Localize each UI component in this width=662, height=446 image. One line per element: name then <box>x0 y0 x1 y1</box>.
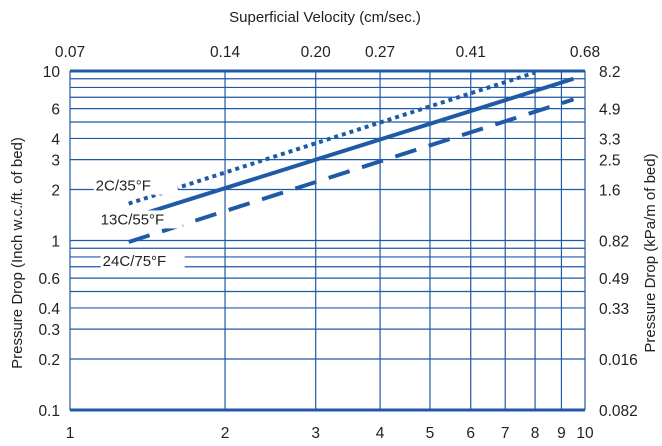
bottom-tick-label: 8 <box>531 425 540 442</box>
top-axis-title: Superficial Velocity (cm/sec.) <box>229 9 421 26</box>
right-tick-label: 0.016 <box>599 352 638 369</box>
series-label-background <box>98 210 183 229</box>
left-tick-label: 0.6 <box>38 271 60 288</box>
top-tick-label: 0.20 <box>301 44 332 61</box>
left-tick-label: 6 <box>51 102 60 119</box>
right-tick-label: 0.33 <box>599 301 629 318</box>
series-label: 2C/35°F <box>96 178 151 195</box>
series-label-background <box>93 176 178 195</box>
top-tick-label: 0.41 <box>456 44 486 61</box>
right-tick-label: 8.2 <box>599 64 621 81</box>
right-tick-label: 0.82 <box>599 234 629 251</box>
top-tick-label: 0.14 <box>210 44 241 61</box>
left-tick-label: 0.2 <box>38 352 60 369</box>
right-tick-label: 0.082 <box>599 403 638 420</box>
top-tick-label: 0.68 <box>570 44 600 61</box>
series-line <box>128 97 575 244</box>
bottom-tick-label: 10 <box>576 425 594 442</box>
left-tick-label: 0.1 <box>38 403 60 420</box>
top-tick-label: 0.07 <box>55 44 85 61</box>
left-tick-label: 10 <box>43 64 61 81</box>
series-line <box>128 76 575 221</box>
right-tick-label: 4.9 <box>599 102 621 119</box>
series-line <box>128 70 536 206</box>
left-tick-label: 1 <box>51 234 60 251</box>
bottom-tick-label: 1 <box>66 425 75 442</box>
top-tick-label: 0.27 <box>365 44 395 61</box>
left-axis-title: Pressure Drop (Inch w.c./ft. of bed) <box>9 137 26 369</box>
tick-labels: 1 2 3 4 5 6 7 8 9 100.07 0.14 0.20 0.27 0.41 0.680.10.… <box>38 44 637 442</box>
right-tick-label: 2.5 <box>599 153 621 170</box>
bottom-tick-label: 2 <box>221 425 230 442</box>
series-label: 13C/55°F <box>101 211 165 228</box>
series-labels: 2C/35°F 13C/55°F 24C/75°F <box>93 176 185 270</box>
bottom-tick-label: 7 <box>501 425 510 442</box>
left-tick-label: 0.4 <box>38 301 60 318</box>
left-tick-label: 4 <box>51 131 60 148</box>
right-tick-label: 3.3 <box>599 131 621 148</box>
bottom-tick-label: 9 <box>557 425 566 442</box>
right-tick-label: 1.6 <box>599 182 621 199</box>
bottom-tick-label: 4 <box>376 425 385 442</box>
series-label: 24C/75°F <box>103 253 167 270</box>
right-tick-label: 0.49 <box>599 271 629 288</box>
left-tick-label: 3 <box>51 153 60 170</box>
left-tick-label: 0.3 <box>38 322 60 339</box>
bottom-tick-label: 5 <box>426 425 435 442</box>
series-label-background <box>100 251 185 270</box>
left-tick-label: 2 <box>51 182 60 199</box>
bottom-tick-label: 3 <box>311 425 320 442</box>
bottom-tick-label: 6 <box>466 425 475 442</box>
series-group <box>128 70 575 244</box>
right-axis-title: Pressure Drop (kPa/m of bed) <box>642 153 659 352</box>
